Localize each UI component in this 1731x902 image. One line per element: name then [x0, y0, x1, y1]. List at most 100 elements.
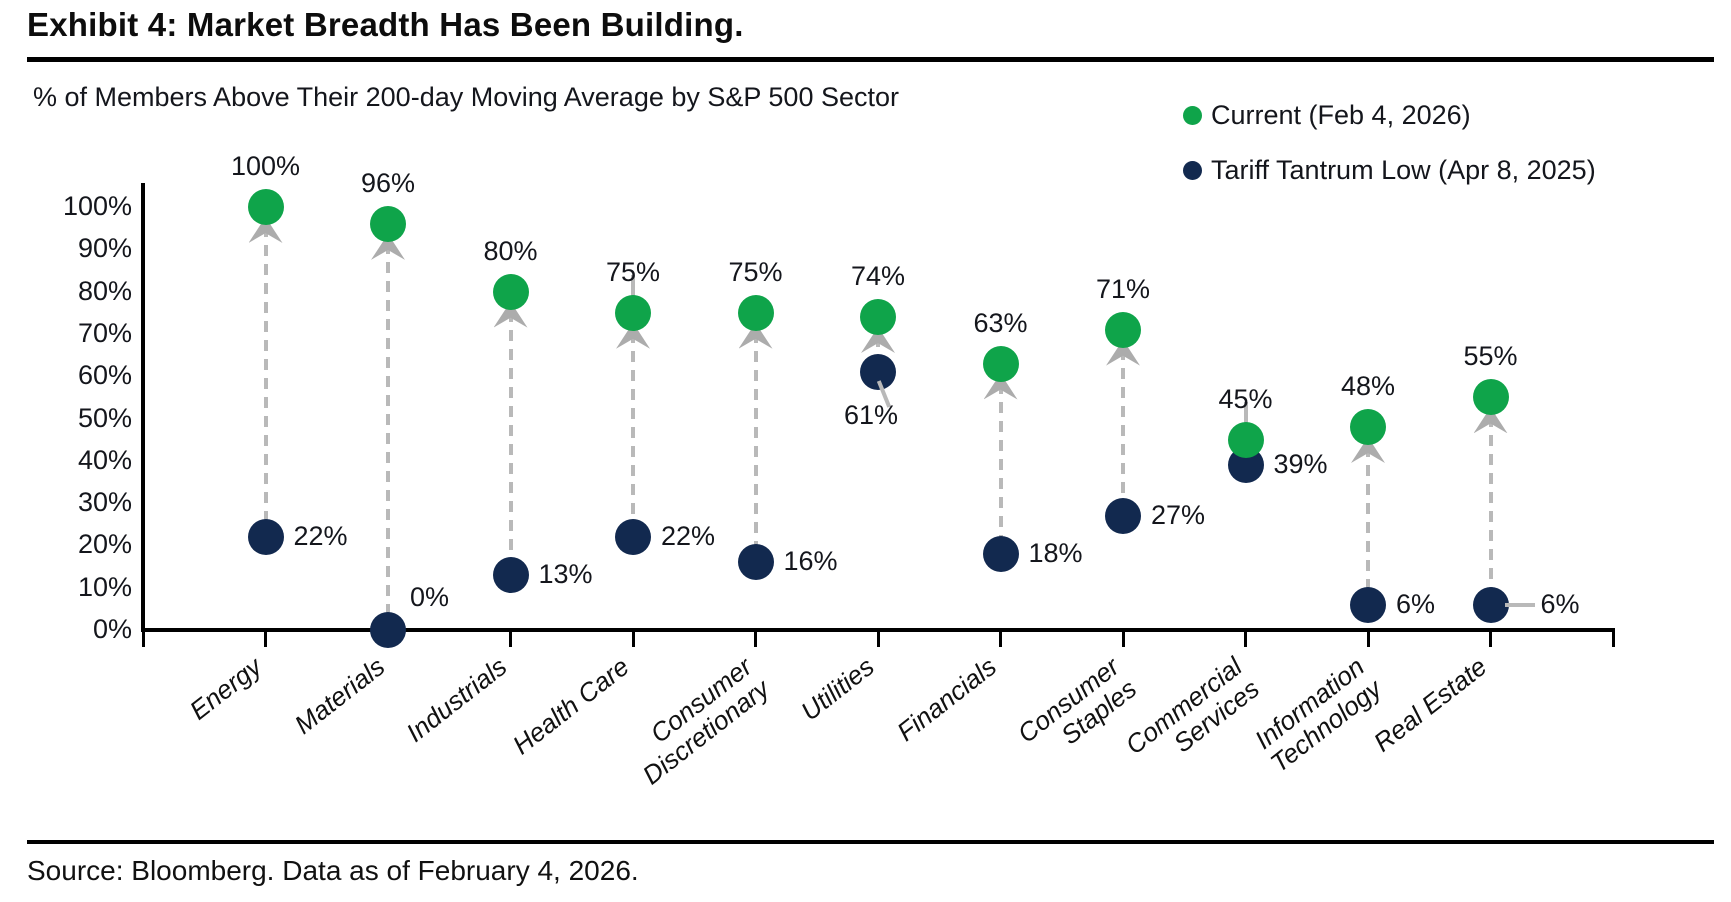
tariff-low-dot	[492, 557, 529, 593]
category-label-text: Real Estate	[1367, 651, 1493, 758]
current-dot	[615, 294, 651, 331]
current-dot	[1350, 408, 1386, 445]
connector-line	[386, 223, 390, 630]
y-axis-tick-label: 60%	[77, 360, 132, 391]
axis-tick-mark	[1366, 632, 1370, 647]
y-axis-tick-label: 10%	[77, 571, 132, 602]
tariff-low-value-label: 16%	[783, 546, 838, 577]
tariff-low-dot	[370, 612, 406, 648]
title-rule	[27, 57, 1714, 62]
axis-tick-mark	[509, 632, 512, 647]
current-value-label: 100%	[230, 151, 301, 181]
footer-rule	[27, 840, 1714, 844]
current-value-label: 45%	[1218, 383, 1273, 414]
current-value-label: 63%	[973, 307, 1028, 338]
category-label-text: Materials	[288, 651, 390, 740]
current-dot	[492, 273, 529, 310]
connector-line	[753, 312, 758, 563]
connector-line	[876, 316, 880, 372]
axis-tick-mark	[754, 632, 757, 647]
current-value-label: 96%	[360, 167, 416, 198]
current-dot	[860, 298, 896, 335]
tariff-low-dot	[737, 544, 774, 581]
y-axis-tick-label: 80%	[77, 275, 132, 306]
connector-line	[1366, 426, 1370, 605]
legend-tariff-label: Tariff Tantrum Low (Apr 8, 2025)	[1211, 154, 1596, 185]
leader-line	[1504, 602, 1535, 607]
current-dot	[982, 345, 1019, 382]
tariff-low-dot	[982, 535, 1019, 572]
tariff-low-dot	[1350, 586, 1386, 623]
category-label-text: Consumer Staples	[1011, 651, 1143, 751]
current-dot	[247, 189, 284, 225]
current-value-label: 74%	[850, 260, 906, 291]
connector-line	[263, 207, 268, 537]
category-label-text: Health Care	[507, 651, 635, 761]
legend-tariff-row: Tariff Tantrum Low (Apr 8, 2025)	[1183, 152, 1596, 188]
axis-tick-mark	[1244, 632, 1247, 647]
tariff-low-dot	[1472, 586, 1509, 623]
current-value-label: 48%	[1340, 370, 1396, 401]
current-dot	[1472, 379, 1509, 416]
category-label-text: Energy	[183, 651, 268, 726]
tariff-low-value-label: 18%	[1028, 537, 1083, 568]
connector-line	[508, 291, 513, 575]
y-axis-line	[141, 183, 145, 632]
label-stub-line	[631, 274, 635, 301]
y-axis-tick-label: 30%	[77, 487, 132, 518]
category-label-text: Financials	[891, 651, 1003, 747]
axis-tick-mark	[1121, 632, 1125, 647]
current-value-label: 71%	[1095, 273, 1151, 304]
axis-tick-mark	[1489, 632, 1492, 647]
current-value-label: 75%	[728, 256, 783, 287]
category-label-text: Commercial Services	[1119, 651, 1265, 761]
legend-current-row: Current (Feb 4, 2026)	[1183, 97, 1596, 133]
category-label-text: Information Technology	[1248, 651, 1388, 779]
axis-tick-mark	[264, 632, 267, 647]
category-label-text: Consumer Discretionary	[636, 651, 775, 791]
tariff-low-value-label: 13%	[538, 559, 593, 589]
axis-tick-mark	[631, 632, 635, 647]
connector-line	[998, 363, 1003, 554]
current-value-label: 80%	[483, 235, 538, 266]
y-axis-tick-label: 90%	[77, 233, 132, 264]
current-dot	[1227, 421, 1264, 458]
axis-tick-mark	[876, 632, 880, 647]
tariff-low-value-label: 0%	[410, 582, 450, 612]
tariff-low-value-label: 61%	[844, 399, 899, 430]
current-value-label: 75%	[605, 256, 661, 287]
tariff-low-dot	[615, 518, 651, 555]
tariff-low-value-label: 6%	[1540, 588, 1580, 619]
y-axis-tick-label: 50%	[77, 402, 132, 433]
y-axis-tick-label: 20%	[77, 529, 132, 560]
y-axis-tick-label: 0%	[92, 614, 132, 644]
connector-line	[1488, 397, 1493, 605]
connector-line	[1121, 329, 1125, 516]
axis-tick-mark	[1611, 632, 1615, 647]
legend-tariff-dot	[1183, 160, 1202, 180]
current-dot	[370, 205, 406, 242]
current-value-label: 55%	[1463, 341, 1518, 372]
current-dot	[737, 294, 774, 331]
chart-subtitle: % of Members Above Their 200-day Moving …	[33, 82, 899, 112]
tariff-low-value-label: 22%	[661, 520, 716, 551]
axis-tick-mark	[999, 632, 1002, 647]
category-label-text: Industrials	[400, 651, 513, 748]
label-stub-line	[1243, 401, 1248, 428]
source-note: Source: Bloomberg. Data as of February 4…	[27, 855, 639, 886]
y-axis-tick-label: 100%	[62, 191, 132, 221]
tariff-low-value-label: 6%	[1396, 588, 1436, 619]
y-axis-tick-label: 40%	[77, 444, 132, 475]
legend-current-label: Current (Feb 4, 2026)	[1211, 99, 1471, 130]
legend: Current (Feb 4, 2026) Tariff Tantrum Low…	[1183, 97, 1596, 207]
axis-tick-mark	[141, 632, 145, 647]
connector-line	[631, 312, 635, 537]
tariff-low-dot	[247, 518, 284, 555]
category-label-text: Utilities	[795, 651, 880, 727]
tariff-low-value-label: 22%	[293, 520, 348, 551]
tariff-low-dot	[1105, 497, 1141, 534]
current-dot	[1105, 311, 1141, 348]
legend-current-dot	[1183, 105, 1202, 125]
tariff-low-value-label: 39%	[1273, 449, 1328, 480]
